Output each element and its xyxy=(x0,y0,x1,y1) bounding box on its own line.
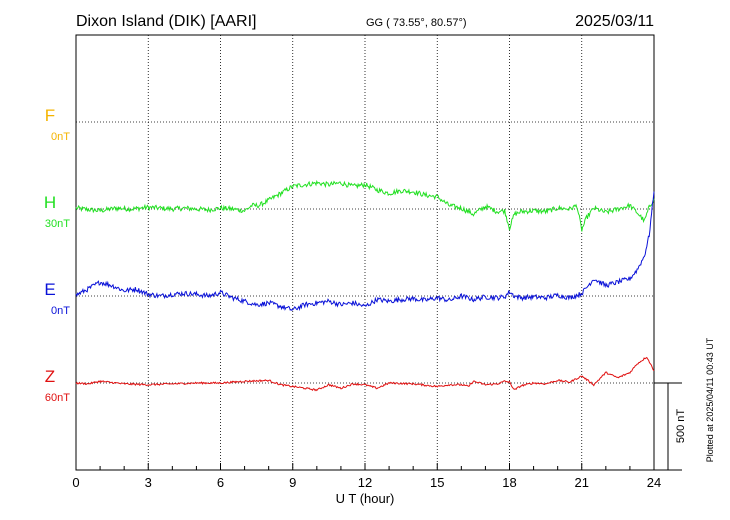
x-tick-label: 18 xyxy=(502,475,516,490)
coordinates-label: GG ( 73.55°, 80.57°) xyxy=(366,17,467,29)
x-tick-label: 15 xyxy=(430,475,444,490)
component-labels: F 0nT H 30nT E 0nT Z 60nT xyxy=(44,106,70,404)
series-traces xyxy=(75,179,655,392)
component-z-baseline: 60nT xyxy=(45,392,70,404)
plot-timestamp-note: Plotted at 2025/04/11 00:43 UT xyxy=(705,337,715,462)
x-tick-label: 24 xyxy=(647,475,661,490)
x-tick-label: 21 xyxy=(575,475,589,490)
scale-bar: 500 nT xyxy=(654,382,687,471)
scale-bar-label: 500 nT xyxy=(675,409,687,444)
component-h-baseline: 30nT xyxy=(45,218,70,230)
x-axis-label: U T (hour) xyxy=(336,491,395,506)
component-f-baseline: 0nT xyxy=(51,131,70,143)
component-f-label: F xyxy=(45,106,55,125)
series-z-line xyxy=(75,356,655,392)
gridlines xyxy=(76,35,654,470)
series-h-line xyxy=(75,179,655,232)
x-axis-ticks: 0 3 6 9 12 15 18 21 24 xyxy=(72,463,661,490)
x-tick-label: 6 xyxy=(217,475,224,490)
x-tick-label: 9 xyxy=(289,475,296,490)
component-z-label: Z xyxy=(45,367,55,386)
station-title: Dixon Island (DIK) [AARI] xyxy=(76,13,257,30)
x-tick-label: 3 xyxy=(145,475,152,490)
x-tick-label: 12 xyxy=(358,475,372,490)
date-label: 2025/03/11 xyxy=(575,13,654,30)
component-e-baseline: 0nT xyxy=(51,305,70,317)
component-e-label: E xyxy=(44,280,55,299)
series-e-line xyxy=(75,191,655,312)
component-h-label: H xyxy=(44,193,56,212)
x-tick-label: 0 xyxy=(72,475,79,490)
